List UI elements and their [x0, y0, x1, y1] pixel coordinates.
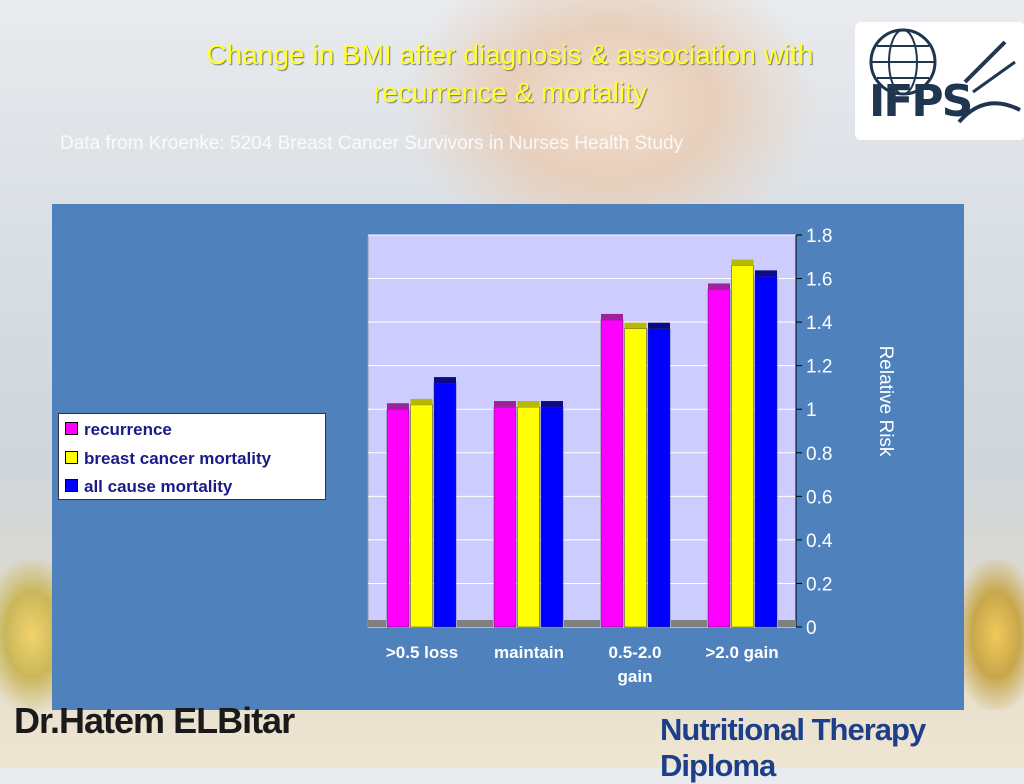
y-tick-label: 0.4 [806, 531, 833, 552]
y-axis-label: Relative Risk [875, 345, 896, 457]
y-tick-label: 1.2 [806, 357, 832, 378]
bar-top-breast-cancer-mortality [410, 398, 433, 405]
legend-label-all-cause-mortality: all cause mortality [84, 477, 233, 496]
legend-item-all-cause-mortality: all cause mortality [65, 477, 232, 499]
bar-breast-cancer-mortality [731, 265, 754, 628]
bar-all-cause-mortality [754, 276, 778, 628]
logo-text: IFPS [869, 76, 973, 127]
y-tick-label: 1.4 [806, 313, 833, 334]
bar-top-recurrence [494, 401, 516, 408]
bar-all-cause-mortality [433, 382, 457, 628]
bar-top-all-cause-mortality [434, 377, 456, 384]
bar-top-breast-cancer-mortality [624, 322, 647, 329]
bar-all-cause-mortality [540, 406, 564, 628]
legend-swatch-all-cause-mortality [65, 479, 78, 493]
bar-recurrence [707, 289, 731, 628]
legend-swatch-breast-cancer-mortality [65, 451, 78, 465]
x-tick-label-loss-line-1: >0.5 loss [385, 643, 459, 662]
bar-top-breast-cancer-mortality [731, 259, 754, 266]
bar-top-all-cause-mortality [648, 322, 670, 329]
slide-title-line-1: Change in BMI after diagnosis & associat… [206, 39, 814, 70]
bar-recurrence [493, 406, 517, 628]
bar-breast-cancer-mortality [517, 406, 540, 628]
y-tick-label: 1.8 [806, 226, 832, 247]
bar-recurrence [386, 408, 410, 628]
y-tick-label: 1.6 [806, 270, 832, 291]
legend-label-breast-cancer-mortality: breast cancer mortality [84, 449, 272, 468]
bar-top-recurrence [601, 313, 623, 320]
bar-breast-cancer-mortality [410, 404, 433, 628]
bar-chart: 0 0.2 0.4 0.6 0.8 1 1.2 1.4 1.6 1.8 [367, 226, 833, 639]
y-tick-label: 0.8 [806, 444, 832, 465]
bar-top-breast-cancer-mortality [517, 401, 540, 408]
ifps-logo: IFPS [855, 22, 1024, 140]
slide-title-line-2: recurrence & mortality [373, 77, 647, 108]
floor-strip [457, 620, 493, 627]
legend-label-recurrence: recurrence [84, 420, 172, 439]
footer-course: Nutritional Therapy Diploma [660, 712, 926, 783]
y-tick-label: 1 [806, 400, 817, 421]
x-tick-label-maintain-line-1: maintain [494, 643, 564, 662]
footer-author: Dr.Hatem ELBitar [14, 700, 295, 741]
slide-subtitle: Data from Kroenke: 5204 Breast Cancer Su… [60, 133, 684, 154]
legend-swatch-recurrence [65, 422, 78, 436]
y-tick-label: 0.6 [806, 487, 832, 508]
legend-item-recurrence: recurrence [65, 420, 172, 442]
bar-top-recurrence [387, 403, 409, 410]
bar-recurrence [600, 319, 624, 628]
slide-title: Change in BMI after diagnosis & associat… [120, 36, 900, 112]
legend-item-breast-cancer-mortality: breast cancer mortality [65, 449, 271, 471]
x-tick-label-maintain: maintain [476, 641, 582, 665]
floor-strip [564, 620, 600, 627]
y-tick-label: 0 [806, 618, 817, 639]
bar-top-all-cause-mortality [541, 401, 563, 408]
bar-all-cause-mortality [647, 328, 671, 628]
x-tick-label-small-gain-line-2: gain [617, 667, 653, 686]
x-tick-label-loss: >0.5 loss [369, 641, 475, 665]
bar-top-recurrence [708, 283, 730, 290]
x-tick-label-small-gain: 0.5-2.0 gain [582, 641, 688, 689]
y-tick-label: 0.2 [806, 574, 832, 595]
floor-strip [368, 620, 386, 627]
x-tick-label-large-gain-line-1: >2.0 gain [705, 643, 779, 662]
floor-strip [778, 620, 796, 627]
bar-breast-cancer-mortality [624, 328, 647, 628]
globe-book-icon [869, 28, 1021, 124]
x-tick-label-small-gain-line-1: 0.5-2.0 [608, 643, 662, 662]
chart-legend: recurrence breast cancer mortality all c… [58, 413, 326, 500]
x-tick-label-large-gain: >2.0 gain [689, 641, 795, 665]
bar-top-all-cause-mortality [755, 270, 777, 277]
background-decoration-right [954, 560, 1024, 710]
floor-strip [671, 620, 707, 627]
